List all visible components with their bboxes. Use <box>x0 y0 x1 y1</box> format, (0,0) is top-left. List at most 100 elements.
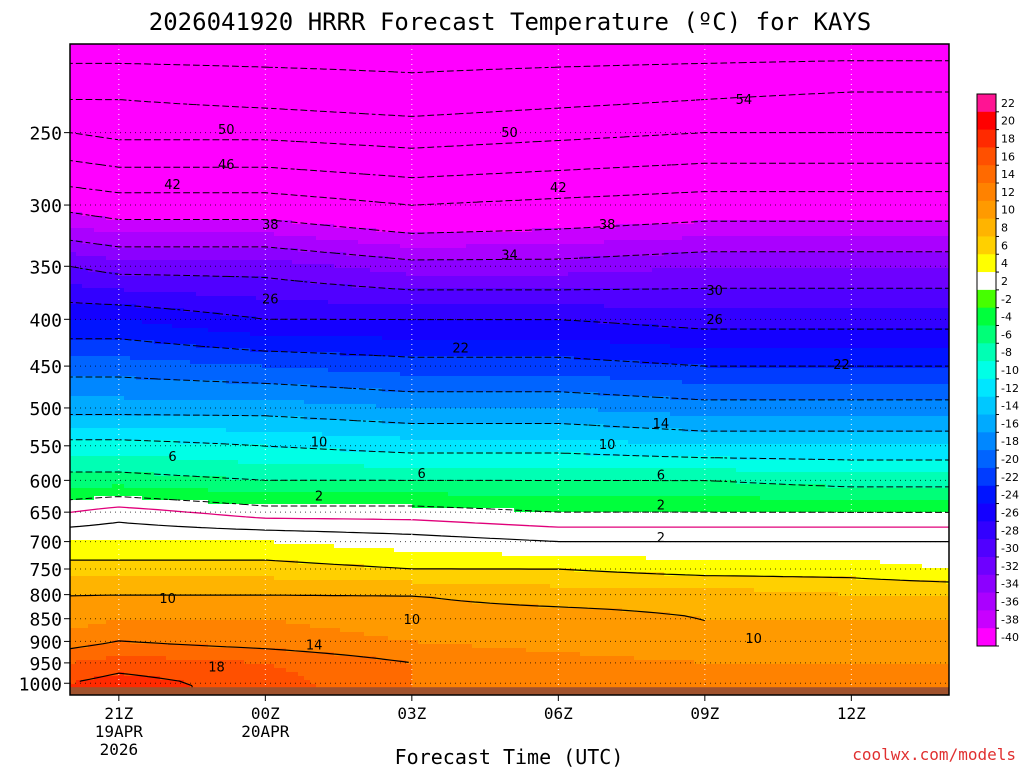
temperature-cell <box>226 68 233 73</box>
temperature-cell <box>946 72 949 77</box>
temperature-cell <box>322 84 329 89</box>
temperature-cell <box>472 172 479 177</box>
temperature-cell <box>826 64 833 69</box>
temperature-cell <box>346 112 353 117</box>
temperature-cell <box>202 80 209 85</box>
temperature-cell <box>286 68 293 73</box>
temperature-cell <box>490 108 497 113</box>
temperature-cell <box>262 44 269 49</box>
temperature-cell <box>334 64 341 69</box>
temperature-cell <box>532 60 539 65</box>
temperature-cell <box>340 112 347 117</box>
temperature-cell <box>808 172 815 177</box>
temperature-cell <box>268 152 275 157</box>
temperature-cell <box>244 60 251 65</box>
temperature-cell <box>100 68 107 73</box>
temperature-cell <box>130 52 137 57</box>
temperature-cell <box>298 68 305 73</box>
temperature-cell <box>214 120 221 125</box>
temperature-cell <box>652 44 659 49</box>
temperature-cell <box>118 44 125 49</box>
temperature-cell <box>184 84 191 89</box>
temperature-cell <box>118 176 125 181</box>
temperature-cell <box>802 172 809 177</box>
temperature-cell <box>928 108 935 113</box>
temperature-cell <box>844 140 851 145</box>
temperature-cell <box>70 168 77 173</box>
temperature-cell <box>364 164 371 169</box>
temperature-cell <box>838 100 845 105</box>
temperature-cell <box>934 160 941 165</box>
temperature-cell <box>796 112 803 117</box>
temperature-cell <box>880 92 887 97</box>
temperature-cell <box>430 48 437 53</box>
temperature-cell <box>880 168 887 173</box>
temperature-cell <box>160 76 167 81</box>
temperature-cell <box>148 172 155 177</box>
temperature-cell <box>388 116 395 121</box>
temperature-cell <box>316 84 323 89</box>
temperature-cell <box>88 68 95 73</box>
temperature-cell <box>304 84 311 89</box>
temperature-cell <box>634 84 641 89</box>
temperature-cell <box>826 172 833 177</box>
temperature-cell <box>784 88 791 93</box>
temperature-cell <box>766 112 773 117</box>
temperature-cell <box>784 52 791 57</box>
temperature-cell <box>322 76 329 81</box>
temperature-cell <box>334 132 341 137</box>
temperature-cell <box>748 156 755 161</box>
temperature-cell <box>652 88 659 93</box>
temperature-cell <box>184 60 191 65</box>
temperature-cell <box>544 64 551 69</box>
temperature-cell <box>232 168 239 173</box>
temperature-cell <box>130 128 137 133</box>
temperature-cell <box>304 96 311 101</box>
temperature-cell <box>304 64 311 69</box>
temperature-cell <box>496 140 503 145</box>
temperature-cell <box>838 176 845 181</box>
temperature-cell <box>88 168 95 173</box>
temperature-cell <box>532 56 539 61</box>
temperature-cell <box>556 108 563 113</box>
temperature-cell <box>172 72 179 77</box>
temperature-cell <box>778 80 785 85</box>
temperature-cell <box>880 68 887 73</box>
temperature-cell <box>472 44 479 49</box>
temperature-cell <box>142 80 149 85</box>
temperature-cell <box>496 124 503 129</box>
temperature-cell <box>208 164 215 169</box>
temperature-cell <box>526 124 533 129</box>
temperature-cell <box>886 92 893 97</box>
temperature-cell <box>646 116 653 121</box>
temperature-cell <box>748 164 755 169</box>
temperature-cell <box>310 116 317 121</box>
temperature-cell <box>586 156 593 161</box>
temperature-cell <box>82 132 89 137</box>
temperature-cell <box>184 148 191 153</box>
temperature-cell <box>754 88 761 93</box>
temperature-cell <box>88 100 95 105</box>
temperature-cell <box>340 128 347 133</box>
temperature-cell <box>82 104 89 109</box>
temperature-cell <box>778 56 785 61</box>
temperature-cell <box>322 120 329 125</box>
temperature-cell <box>292 108 299 113</box>
temperature-cell <box>478 48 485 53</box>
temperature-cell <box>526 68 533 73</box>
temperature-cell <box>700 68 707 73</box>
temperature-cell <box>934 132 941 137</box>
temperature-cell <box>226 60 233 65</box>
temperature-cell <box>760 52 767 57</box>
temperature-cell <box>910 88 917 93</box>
temperature-cell <box>70 176 77 181</box>
temperature-cell <box>394 148 401 153</box>
temperature-cell <box>322 128 329 133</box>
temperature-cell <box>634 116 641 121</box>
temperature-cell <box>322 148 329 153</box>
temperature-cell <box>430 56 437 61</box>
temperature-cell <box>706 140 713 145</box>
temperature-cell <box>700 60 707 65</box>
temperature-cell <box>118 136 125 141</box>
temperature-cell <box>268 116 275 121</box>
